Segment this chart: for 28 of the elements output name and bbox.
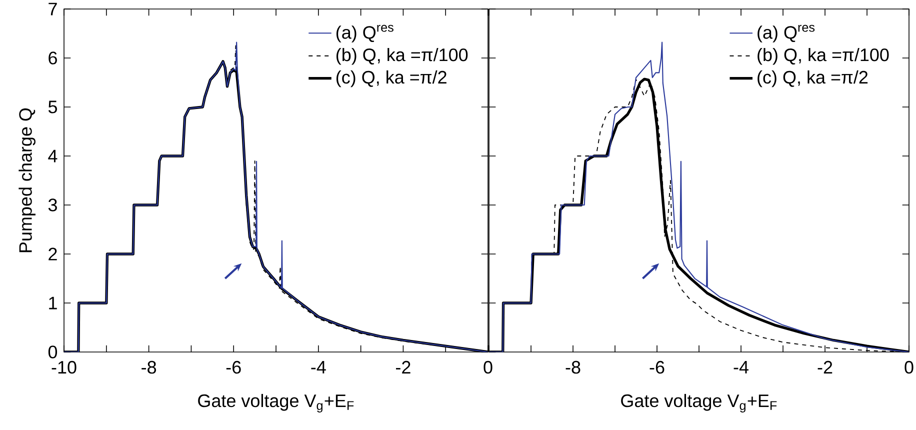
legend-label: (c) Q, ka =π/2 <box>336 70 446 88</box>
x-axis-title: Gate voltage V$_{g}$+E$_{F}$ <box>198 394 354 412</box>
x-tick-label: -6 <box>650 360 664 374</box>
x-tick-label: 0 <box>484 360 492 374</box>
y-axis-title: Pumped charge Q <box>18 108 36 252</box>
x-tick-label: 0 <box>904 360 914 374</box>
x-tick-label: -8 <box>142 360 156 374</box>
x-tick-label: -2 <box>818 360 832 374</box>
legend-label: (a) Q$^{res}$ <box>758 24 815 42</box>
y-tick-label: 1 <box>49 296 57 310</box>
x-tick-label: -4 <box>734 360 748 374</box>
x-tick-label: -4 <box>311 360 326 374</box>
y-tick-label: 6 <box>48 52 57 64</box>
y-tick-label: 3 <box>48 198 57 212</box>
legend-label: (b) Q, ka =π/100 <box>336 48 468 65</box>
x-axis-title: Gate voltage V$_{g}$+E$_{F}$ <box>621 394 777 412</box>
x-tick-label: -2 <box>396 360 410 374</box>
y-tick-label: 2 <box>48 248 57 260</box>
legend-label: (c) Q, ka =π/2 <box>758 70 868 88</box>
x-tick-label: -10 <box>52 360 76 374</box>
y-tick-label: 4 <box>48 150 58 162</box>
x-tick-label: -6 <box>226 360 241 374</box>
y-tick-label: 5 <box>48 100 57 114</box>
y-tick-label: 7 <box>48 2 57 16</box>
y-tick-label: 0 <box>48 346 58 358</box>
legend-label: (b) Q, ka =π/100 <box>758 48 889 65</box>
x-tick-label: -8 <box>566 360 580 374</box>
legend-label: (a) Q$^{res}$ <box>336 24 394 42</box>
